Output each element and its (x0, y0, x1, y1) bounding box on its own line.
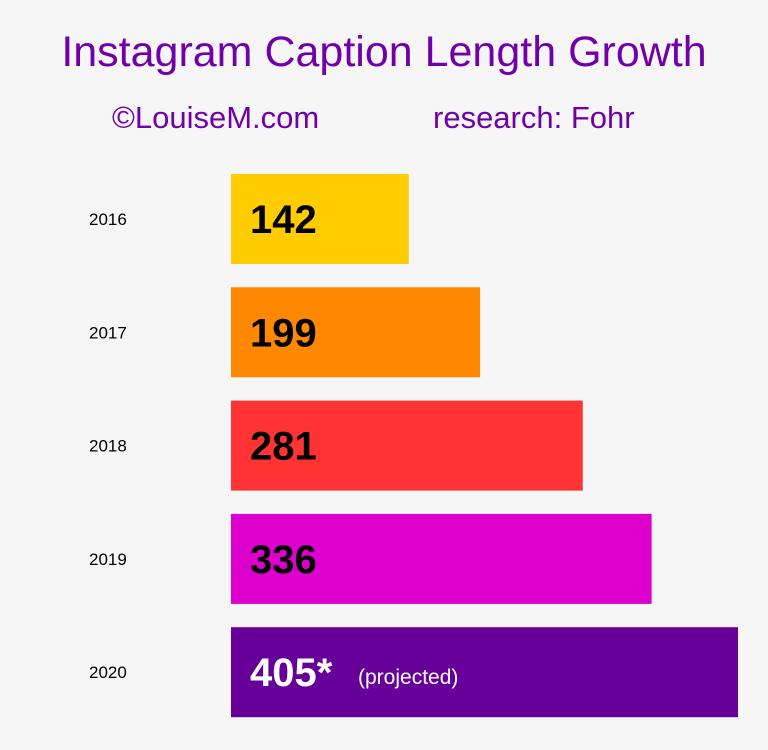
y-tick-label: 2018 (89, 437, 127, 456)
annotation-label: (projected) (358, 666, 458, 689)
value-label: 142 (250, 198, 317, 242)
value-label: 281 (250, 425, 317, 469)
y-tick-label: 2019 (89, 550, 127, 569)
value-label: 405* (250, 651, 333, 695)
bar-2020 (231, 627, 738, 718)
y-tick-label: 2017 (89, 323, 127, 342)
bar-2019 (231, 513, 652, 604)
value-label: 336 (250, 538, 317, 582)
source-text: research: Fohr (433, 100, 635, 135)
y-tick-label: 2020 (89, 663, 127, 682)
value-label: 199 (250, 311, 317, 355)
y-tick-label: 2016 (89, 210, 127, 229)
bar-2016 (231, 174, 409, 264)
credit-text: ©LouiseM.com (112, 100, 320, 135)
chart-title: Instagram Caption Length Growth (61, 28, 707, 76)
bar-2017 (231, 287, 481, 378)
bar-2018 (231, 400, 583, 491)
